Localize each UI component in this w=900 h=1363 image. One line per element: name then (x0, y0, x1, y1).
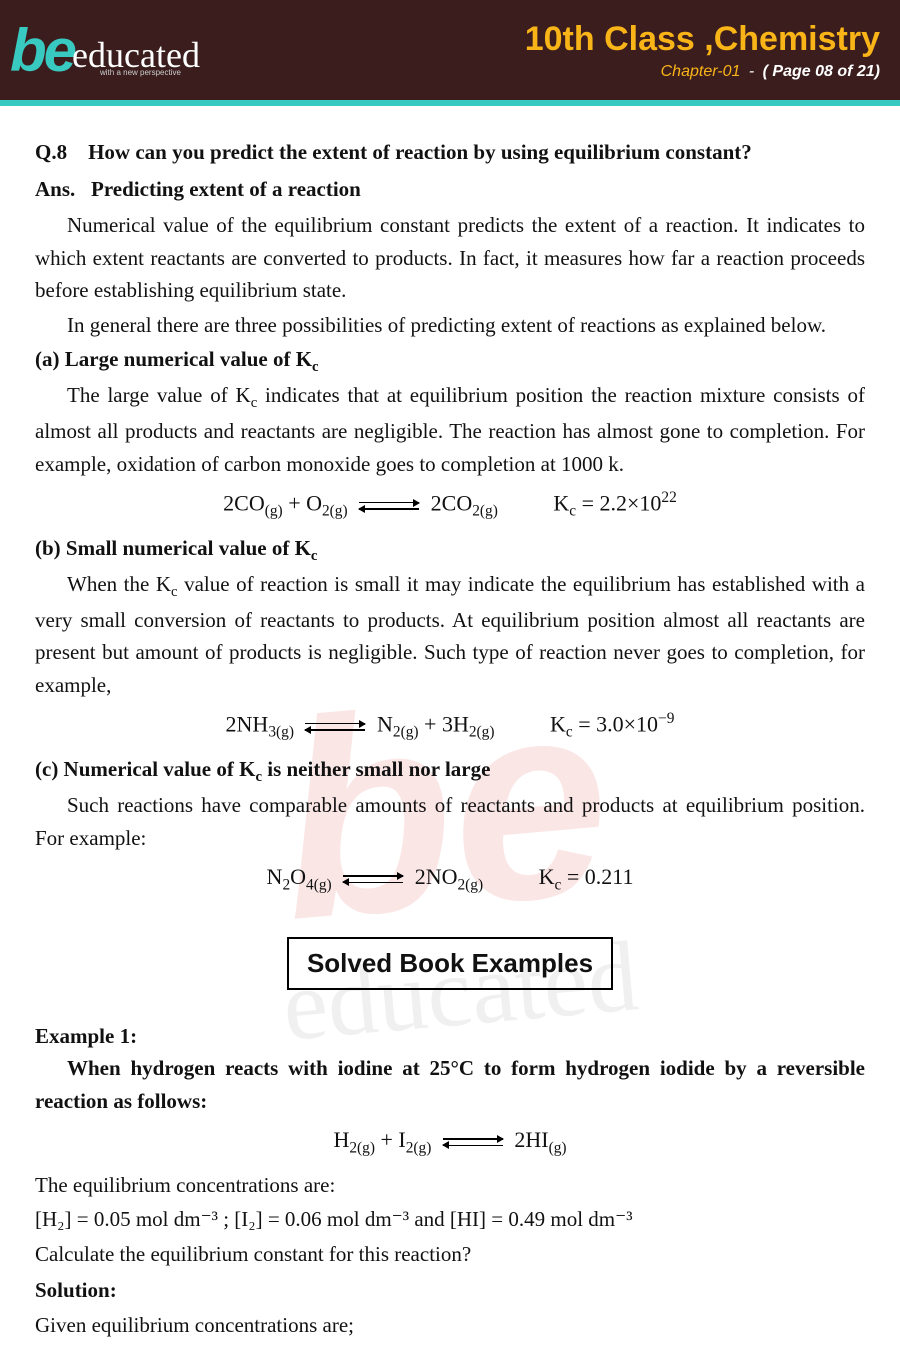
example-1-statement: When hydrogen reacts with iodine at 25°C… (35, 1052, 865, 1117)
answer-title: Predicting extent of a reaction (91, 177, 361, 201)
equation-a: 2CO(g) + O2(g) 2CO2(g) Kc = 2.2×1022 (35, 486, 865, 524)
section-a-sub: c (312, 359, 319, 375)
question-text: How can you predict the extent of reacti… (88, 140, 752, 164)
separator: - (745, 63, 758, 80)
eq-a-lhs: 2CO (223, 491, 265, 516)
concentrations-values: [H₂] = 0.05 mol dm⁻³ ; [I₂] = 0.06 mol d… (35, 1203, 865, 1236)
eq-ex-lhs: H (333, 1127, 349, 1152)
question-number: Q.8 (35, 140, 67, 164)
eq-b-lhs: 2NH (226, 712, 269, 737)
eq-c-kc: Kc = 0.211 (539, 860, 634, 897)
page-label: ( Page 08 of 21) (763, 63, 880, 80)
eq-b-rhs1-sub: 2(g) (393, 724, 419, 741)
section-b-sub: c (311, 548, 318, 564)
eq-a-plus-sub: 2(g) (322, 503, 348, 520)
equation-c: N2O4(g) 2NO2(g) Kc = 0.211 (35, 860, 865, 897)
eq-b-kc: Kc = 3.0×10−9 (550, 707, 674, 745)
site-logo: be educated with a new perspective (10, 16, 200, 85)
equation-b: 2NH3(g) N2(g) + 3H2(g) Kc = 3.0×10−9 (35, 707, 865, 745)
eq-c-lhs: N (267, 864, 283, 889)
logo-tagline: with a new perspective (100, 68, 181, 77)
eq-b-rhs1: N (377, 712, 393, 737)
section-b-body: When the Kc value of reaction is small i… (35, 568, 865, 702)
eq-a-kc: Kc = 2.2×1022 (553, 486, 676, 524)
eq-a-lhs-sub: (g) (265, 503, 283, 520)
logo-mark: be (10, 16, 74, 85)
chapter-page: Chapter-01 - ( Page 08 of 21) (525, 63, 880, 81)
class-title: 10th Class ,Chemistry (525, 20, 880, 59)
chapter-label: Chapter-01 (661, 63, 741, 80)
section-a-text: (a) Large numerical value of K (35, 347, 312, 371)
section-b-text: (b) Small numerical value of K (35, 536, 311, 560)
eq-b-plus: + 3H (424, 712, 469, 737)
section-c-heading: (c) Numerical value of Kc is neither sma… (35, 753, 865, 789)
eq-a-rhs: 2CO (431, 491, 473, 516)
example-1-label: Example 1: (35, 1020, 865, 1053)
given-line: Given equilibrium concentrations are; (35, 1309, 865, 1342)
answer-heading: Ans. Predicting extent of a reaction (35, 173, 865, 206)
eq-b-plus-sub: 2(g) (469, 724, 495, 741)
eq-ex-plus: + I (380, 1127, 405, 1152)
question-line: Q.8 How can you predict the extent of re… (35, 136, 865, 169)
eq-b-lhs-sub: 3(g) (268, 724, 294, 741)
concentrations-intro: The equilibrium concentrations are: (35, 1169, 865, 1202)
eq-ex-rhs: 2HI (514, 1127, 548, 1152)
section-a-heading: (a) Large numerical value of Kc (35, 343, 865, 379)
solved-examples-heading: Solved Book Examples (287, 937, 613, 989)
eq-c-rhs: 2NO (415, 864, 458, 889)
section-c-text: (c) Numerical value of K (35, 757, 255, 781)
eq-a-rhs-sub: 2(g) (472, 503, 498, 520)
page-header: be educated with a new perspective 10th … (0, 0, 900, 100)
section-c-body: Such reactions have comparable amounts o… (35, 789, 865, 854)
answer-label: Ans. (35, 177, 75, 201)
solution-label: Solution: (35, 1274, 865, 1307)
calculate-prompt: Calculate the equilibrium constant for t… (35, 1238, 865, 1271)
header-title-block: 10th Class ,Chemistry Chapter-01 - ( Pag… (525, 20, 880, 81)
page-content: be educated Q.8 How can you predict the … (0, 106, 900, 1363)
section-a-body: The large value of Kc indicates that at … (35, 379, 865, 480)
intro-para-2: In general there are three possibilities… (35, 309, 865, 342)
eq-a-plus: + O (288, 491, 322, 516)
equation-example: H2(g) + I2(g) 2HI(g) (35, 1123, 865, 1160)
intro-para-1: Numerical value of the equilibrium const… (35, 209, 865, 307)
section-c-tail: is neither small nor large (262, 757, 490, 781)
section-b-heading: (b) Small numerical value of Kc (35, 532, 865, 568)
